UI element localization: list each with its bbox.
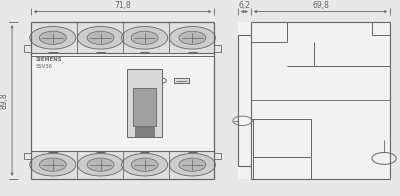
Bar — [31, 22, 214, 179]
Text: SIEMENS: SIEMENS — [36, 57, 62, 62]
Circle shape — [179, 158, 206, 171]
Circle shape — [169, 26, 216, 49]
Circle shape — [179, 31, 206, 44]
Text: 5SV36: 5SV36 — [36, 64, 53, 69]
Circle shape — [87, 31, 114, 44]
Bar — [127, 69, 162, 137]
Circle shape — [156, 78, 166, 83]
Circle shape — [87, 158, 114, 171]
Circle shape — [122, 26, 168, 49]
Bar — [214, 152, 222, 159]
Bar — [238, 22, 390, 179]
Circle shape — [169, 153, 216, 176]
Circle shape — [30, 153, 76, 176]
Bar — [24, 152, 31, 159]
Circle shape — [30, 26, 76, 49]
Bar — [253, 119, 311, 157]
Text: 89,8: 89,8 — [0, 92, 9, 109]
Bar — [24, 45, 31, 52]
Circle shape — [78, 153, 124, 176]
Circle shape — [39, 31, 66, 44]
Bar — [133, 88, 156, 126]
Text: 6,2: 6,2 — [238, 1, 250, 10]
Text: 71,8: 71,8 — [114, 1, 131, 10]
Circle shape — [131, 31, 158, 44]
Bar — [214, 45, 222, 52]
Circle shape — [122, 153, 168, 176]
Circle shape — [131, 158, 158, 171]
Bar — [135, 127, 154, 137]
Bar — [174, 78, 189, 83]
Text: 69,8: 69,8 — [312, 1, 329, 10]
Bar — [31, 151, 214, 179]
Circle shape — [78, 26, 124, 49]
Circle shape — [39, 158, 66, 171]
Bar — [31, 22, 214, 54]
